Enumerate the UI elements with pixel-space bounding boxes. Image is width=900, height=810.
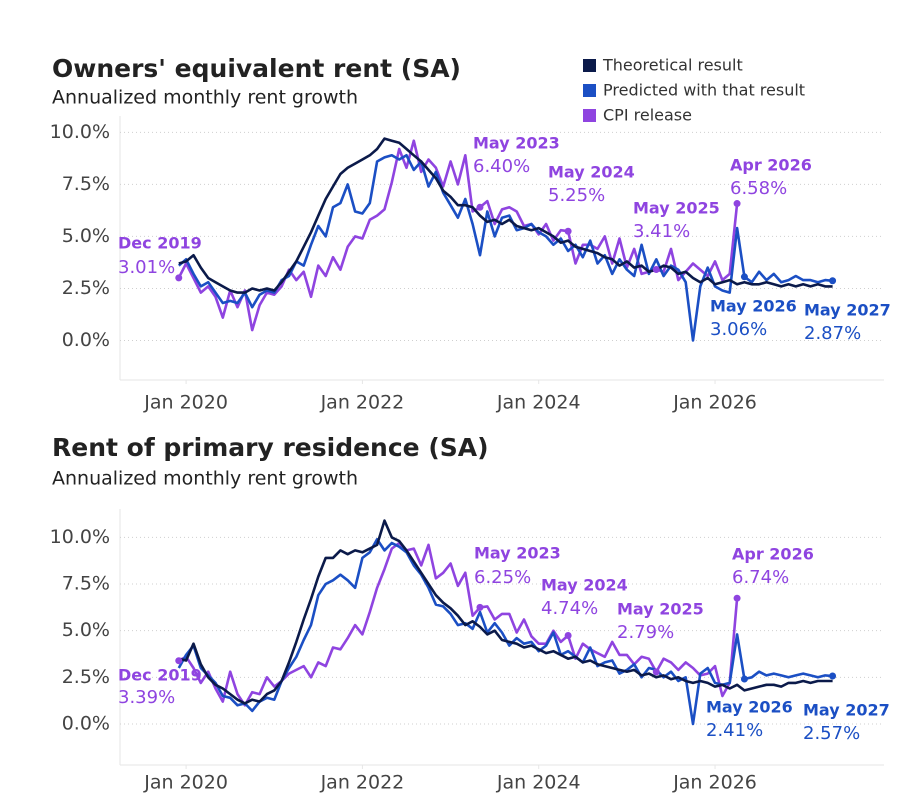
- x-tick-label: Jan 2026: [672, 772, 757, 794]
- annotation-label: May 2023: [473, 134, 560, 153]
- annotation-value: 2.87%: [804, 323, 861, 344]
- annotation-dot: [476, 203, 484, 211]
- series-line: [178, 519, 833, 705]
- annotation-dot: [652, 266, 660, 274]
- legend-swatch: [583, 84, 596, 97]
- legend-label: CPI release: [603, 106, 692, 125]
- annotation-dot: [564, 632, 572, 640]
- annotation-dot: [175, 657, 183, 665]
- y-tick-label: 0.0%: [62, 712, 110, 734]
- x-tick-label: Jan 2026: [672, 392, 757, 414]
- annotation-value: 2.57%: [803, 723, 860, 744]
- series-line: [177, 139, 739, 332]
- annotation-value: 6.40%: [473, 156, 530, 177]
- chart-subtitle: Annualized monthly rent growth: [52, 87, 358, 109]
- chart-title: Owners' equivalent rent (SA): [52, 54, 461, 83]
- series-line: [178, 541, 739, 707]
- annotation-value: 3.06%: [710, 319, 767, 340]
- annotation-value: 2.41%: [706, 720, 763, 741]
- y-tick-label: 0.0%: [62, 329, 110, 351]
- chart-panel: Rent of primary residence (SA) Annualized…: [50, 433, 890, 794]
- y-tick-label: 10.0%: [50, 121, 110, 143]
- annotation-dot: [740, 273, 748, 281]
- annotation-value: 3.01%: [118, 257, 175, 278]
- annotation-dot: [733, 594, 741, 602]
- x-tick-label: Jan 2022: [320, 392, 405, 414]
- annotation-value: 6.74%: [732, 567, 789, 588]
- y-tick-label: 7.5%: [62, 173, 110, 195]
- annotation-label: Apr 2026: [732, 545, 814, 564]
- y-tick-label: 7.5%: [62, 573, 110, 595]
- series-line: [178, 137, 833, 294]
- x-tick-label: Jan 2020: [143, 392, 228, 414]
- chart-subtitle: Annualized monthly rent growth: [52, 468, 358, 490]
- annotation-label: May 2025: [633, 199, 720, 218]
- annotation-label: May 2023: [474, 544, 561, 563]
- series-line: [177, 154, 833, 342]
- annotation-label: May 2024: [548, 163, 635, 182]
- y-tick-label: 10.0%: [50, 526, 110, 548]
- annotation-value: 3.41%: [633, 221, 690, 242]
- annotation-value: 6.58%: [730, 178, 787, 199]
- annotation-label: May 2026: [706, 698, 793, 717]
- annotation-value: 5.25%: [548, 185, 605, 206]
- annotation-dot: [175, 274, 183, 282]
- x-tick-label: Jan 2024: [496, 772, 581, 794]
- annotation-label: Dec 2019: [118, 234, 202, 253]
- annotation-label: May 2026: [710, 297, 797, 316]
- annotation-dot: [829, 277, 837, 285]
- annotation-label: May 2027: [803, 701, 890, 720]
- chart-title: Rent of primary residence (SA): [52, 433, 489, 462]
- annotation-value: 4.74%: [541, 598, 598, 619]
- legend-swatch: [583, 109, 596, 122]
- annotation-dot: [733, 200, 741, 208]
- x-tick-label: Jan 2020: [143, 772, 228, 794]
- y-tick-label: 2.5%: [62, 666, 110, 688]
- y-tick-label: 5.0%: [62, 225, 110, 247]
- legend-swatch: [583, 59, 596, 72]
- annotation-dot: [476, 603, 484, 611]
- annotation-value: 6.25%: [474, 567, 531, 588]
- y-tick-label: 5.0%: [62, 619, 110, 641]
- legend-label: Theoretical result: [602, 56, 743, 75]
- legend-label: Predicted with that result: [603, 81, 805, 100]
- annotation-value: 3.39%: [118, 687, 175, 708]
- x-tick-label: Jan 2022: [320, 772, 405, 794]
- annotation-label: Apr 2026: [730, 156, 812, 175]
- annotation-dot: [564, 227, 572, 235]
- y-tick-label: 2.5%: [62, 277, 110, 299]
- x-tick-label: Jan 2024: [496, 392, 581, 414]
- annotation-value: 2.79%: [617, 622, 674, 643]
- annotation-label: Dec 2019: [118, 666, 202, 685]
- chart-panel: Owners' equivalent rent (SA) Annualized m…: [50, 54, 891, 414]
- annotation-dot: [652, 668, 660, 676]
- annotation-dot: [740, 675, 748, 683]
- annotation-label: May 2024: [541, 576, 628, 595]
- annotation-dot: [829, 672, 837, 680]
- annotation-label: May 2027: [804, 301, 891, 320]
- annotation-label: May 2025: [617, 600, 704, 619]
